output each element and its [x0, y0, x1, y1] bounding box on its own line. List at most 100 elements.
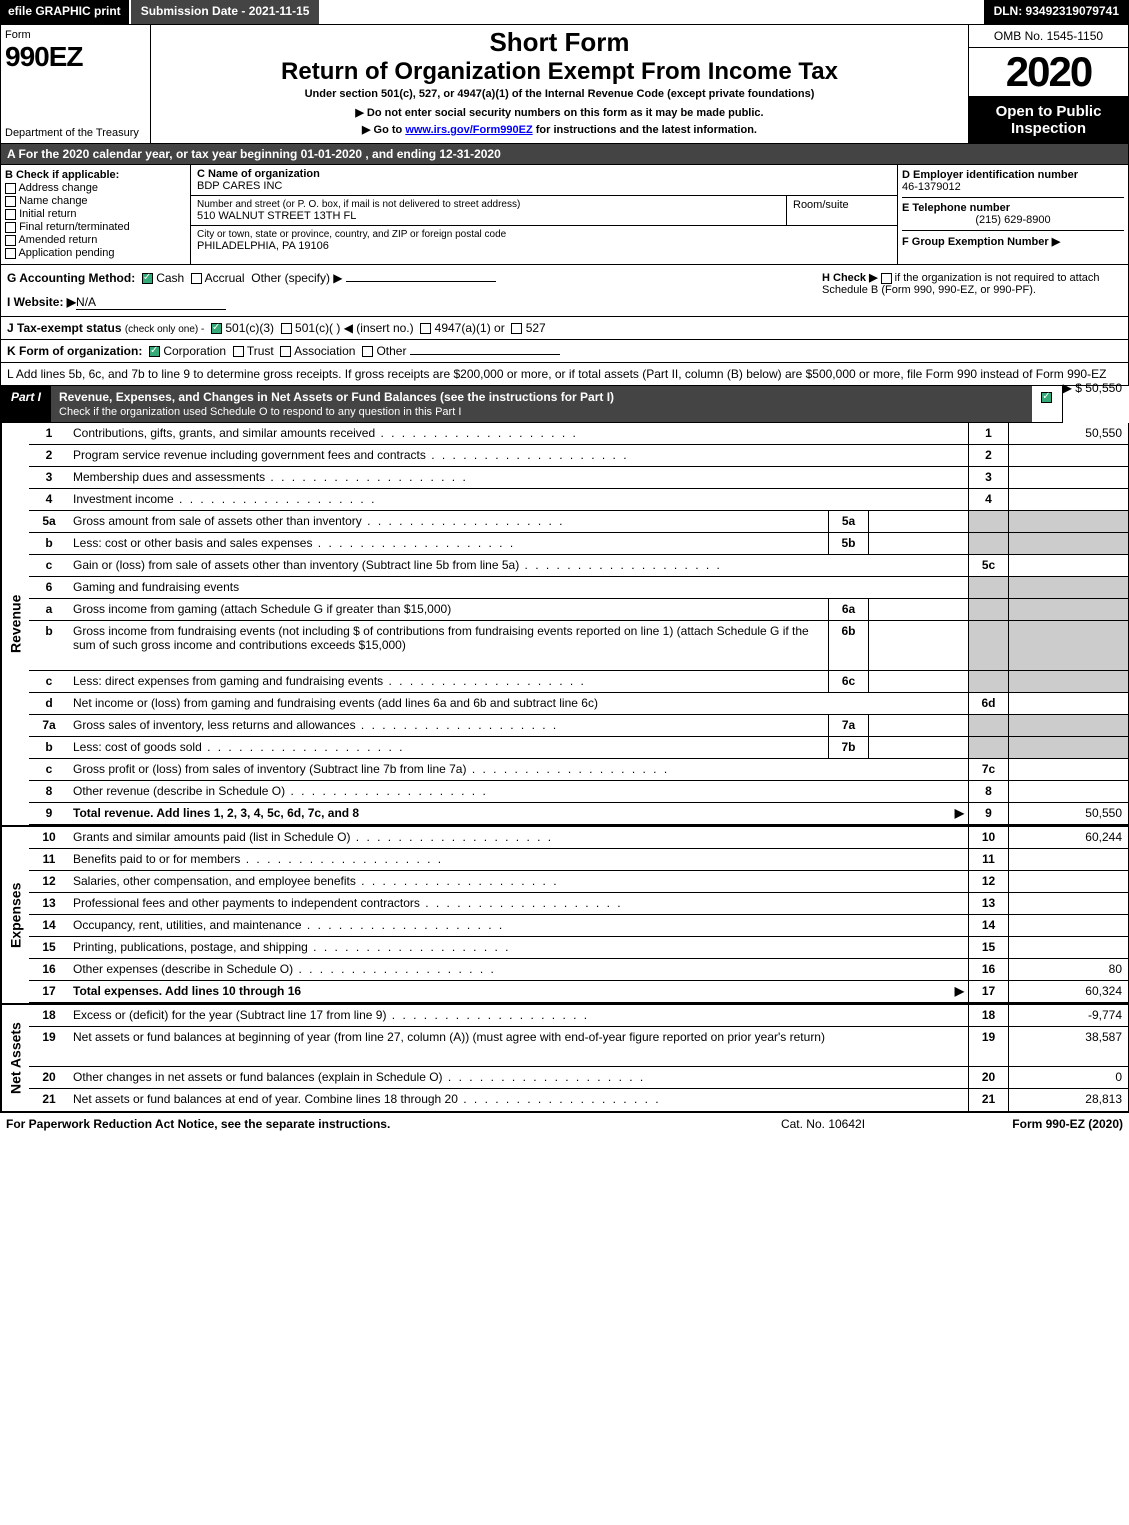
line-value: 60,244: [1008, 827, 1128, 848]
501c3-checkbox[interactable]: [211, 323, 222, 334]
line-value: [1008, 715, 1128, 736]
assoc-label: Association: [294, 344, 355, 358]
line-rnum: 16: [968, 959, 1008, 980]
accrual-checkbox[interactable]: [191, 273, 202, 284]
line-15: 15Printing, publications, postage, and s…: [29, 937, 1128, 959]
cb-application-pending[interactable]: Application pending: [5, 247, 186, 259]
line-desc: Membership dues and assessments: [69, 467, 968, 488]
line-desc: Total expenses. Add lines 10 through 16 …: [69, 981, 968, 1002]
cash-checkbox[interactable]: [142, 273, 153, 284]
cb-label: Amended return: [18, 234, 97, 246]
netassets-body: 18Excess or (deficit) for the year (Subt…: [29, 1005, 1128, 1111]
trust-checkbox[interactable]: [233, 346, 244, 357]
4947-checkbox[interactable]: [420, 323, 431, 334]
line-6a: aGross income from gaming (attach Schedu…: [29, 599, 1128, 621]
subtitle-goto: ▶ Go to www.irs.gov/Form990EZ for instru…: [157, 123, 962, 136]
inner-val: [868, 737, 968, 758]
row-j: J Tax-exempt status (check only one) - 5…: [0, 317, 1129, 340]
trust-label: Trust: [247, 344, 274, 358]
row-gh: G Accounting Method: Cash Accrual Other …: [0, 265, 1129, 317]
h-checkbox[interactable]: [881, 273, 892, 284]
line-num: 1: [29, 423, 69, 444]
inner-val: [868, 533, 968, 554]
line-rnum: 4: [968, 489, 1008, 510]
section-c: C Name of organization BDP CARES INC Num…: [191, 165, 898, 264]
checkbox-icon: [5, 222, 16, 233]
527-checkbox[interactable]: [511, 323, 522, 334]
inner-num: 5a: [828, 511, 868, 532]
room-suite: Room/suite: [787, 196, 897, 225]
city-value: PHILADELPHIA, PA 19106: [197, 240, 891, 252]
part1-title: Revenue, Expenses, and Changes in Net As…: [51, 386, 1032, 422]
ein-label: D Employer identification number: [902, 169, 1124, 181]
cb-name-change[interactable]: Name change: [5, 195, 186, 207]
line-desc: Investment income: [69, 489, 968, 510]
checkbox-icon: [5, 248, 16, 259]
cb-address-change[interactable]: Address change: [5, 182, 186, 194]
corp-checkbox[interactable]: [149, 346, 160, 357]
line-num: 11: [29, 849, 69, 870]
part1-label: Part I: [1, 386, 51, 422]
other-org-field[interactable]: [410, 354, 560, 355]
footer-left: For Paperwork Reduction Act Notice, see …: [6, 1117, 723, 1131]
line-rnum: 3: [968, 467, 1008, 488]
efile-print-button[interactable]: efile GRAPHIC print: [0, 0, 131, 24]
section-b-title: B Check if applicable:: [5, 169, 186, 181]
line-value: [1008, 533, 1128, 554]
cb-amended-return[interactable]: Amended return: [5, 234, 186, 246]
line-desc: Program service revenue including govern…: [69, 445, 968, 466]
cb-label: Final return/terminated: [19, 221, 130, 233]
line-value: [1008, 849, 1128, 870]
line-7c: cGross profit or (loss) from sales of in…: [29, 759, 1128, 781]
line-desc: Other expenses (describe in Schedule O): [69, 959, 968, 980]
line-num: 6: [29, 577, 69, 598]
line-value: 50,550: [1008, 803, 1128, 824]
assoc-checkbox[interactable]: [280, 346, 291, 357]
line-desc: Occupancy, rent, utilities, and maintena…: [69, 915, 968, 936]
line-rnum: 18: [968, 1005, 1008, 1026]
section-bcd: B Check if applicable: Address change Na…: [0, 165, 1129, 265]
cb-final-return[interactable]: Final return/terminated: [5, 221, 186, 233]
irs-link[interactable]: www.irs.gov/Form990EZ: [405, 124, 532, 136]
line-rnum: [968, 737, 1008, 758]
line-7a: 7aGross sales of inventory, less returns…: [29, 715, 1128, 737]
501c-checkbox[interactable]: [281, 323, 292, 334]
telephone-label: E Telephone number: [902, 202, 1124, 214]
line-desc: Gross income from gaming (attach Schedul…: [69, 599, 828, 620]
line-rnum: 15: [968, 937, 1008, 958]
corp-label: Corporation: [163, 344, 226, 358]
line-12: 12Salaries, other compensation, and empl…: [29, 871, 1128, 893]
line-value: [1008, 599, 1128, 620]
netassets-sidelabel: Net Assets: [1, 1005, 29, 1111]
line-value: -9,774: [1008, 1005, 1128, 1026]
arrow-icon: ▶: [955, 984, 964, 998]
line-desc: Net income or (loss) from gaming and fun…: [69, 693, 968, 714]
cb-initial-return[interactable]: Initial return: [5, 208, 186, 220]
subtitle-ssn-warning: ▶ Do not enter social security numbers o…: [157, 106, 962, 119]
arrow-icon: ▶: [955, 806, 964, 820]
other-org-checkbox[interactable]: [362, 346, 373, 357]
line-rnum: [968, 599, 1008, 620]
line-desc: Grants and similar amounts paid (list in…: [69, 827, 968, 848]
header-mid: Short Form Return of Organization Exempt…: [151, 25, 968, 143]
line-value: [1008, 621, 1128, 670]
open-to-public-badge: Open to Public Inspection: [969, 97, 1128, 143]
line-rnum: [968, 621, 1008, 670]
inner-num: 5b: [828, 533, 868, 554]
cb-label: Name change: [19, 195, 88, 207]
501c3-label: 501(c)(3): [225, 321, 274, 335]
line-7b: bLess: cost of goods sold7b: [29, 737, 1128, 759]
ein-value: 46-1379012: [902, 181, 1124, 193]
line-num: b: [29, 621, 69, 670]
line-6c: cLess: direct expenses from gaming and f…: [29, 671, 1128, 693]
schedule-o-checkbox[interactable]: [1041, 392, 1052, 403]
line-rnum: 5c: [968, 555, 1008, 576]
line-value: 0: [1008, 1067, 1128, 1088]
inner-num: 6a: [828, 599, 868, 620]
other-specify-field[interactable]: [346, 281, 496, 282]
line-value: [1008, 489, 1128, 510]
line-num: 12: [29, 871, 69, 892]
line-rnum: 11: [968, 849, 1008, 870]
telephone-value: (215) 629-8900: [902, 214, 1124, 226]
expenses-sidelabel: Expenses: [1, 827, 29, 1003]
